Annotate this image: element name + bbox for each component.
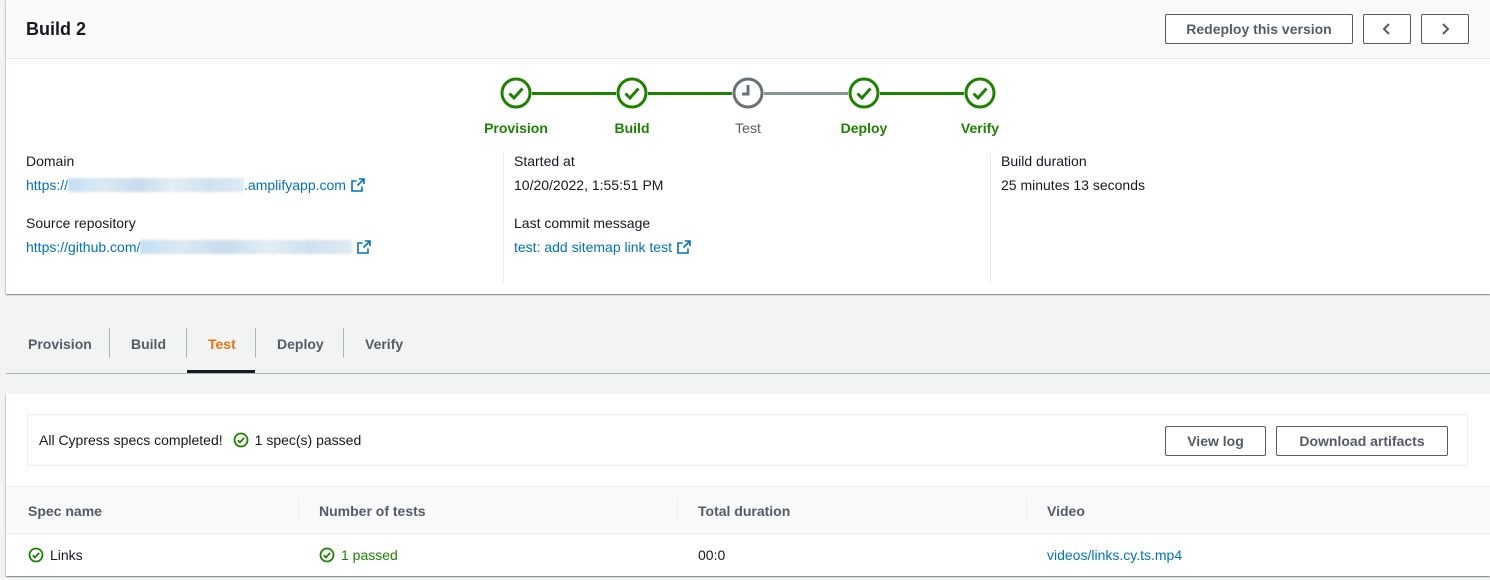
domain-suffix: .amplifyapp.com xyxy=(244,177,346,193)
tab-provision[interactable]: Provision xyxy=(28,336,92,352)
step-label: Deploy xyxy=(840,120,888,136)
step-connector xyxy=(880,92,964,95)
summary-text: All Cypress specs completed! 1 spec(s) p… xyxy=(39,432,361,448)
check-circle-icon xyxy=(848,77,880,109)
step-label: Build xyxy=(614,120,650,136)
test-summary: All Cypress specs completed! 1 spec(s) p… xyxy=(27,414,1468,466)
step-connector xyxy=(648,92,732,95)
duration-label: Build duration xyxy=(1001,153,1087,169)
check-circle-icon xyxy=(616,77,648,109)
commit-label: Last commit message xyxy=(514,215,651,231)
download-artifacts-button[interactable]: Download artifacts xyxy=(1276,426,1448,456)
duration-value: 25 minutes 13 seconds xyxy=(1001,177,1145,193)
tab-separator xyxy=(186,328,187,358)
passed-count: 1 spec(s) passed xyxy=(254,432,362,448)
clock-icon xyxy=(732,77,764,109)
table-row: Links 1 passed 00:0 videos/links.cy.ts.m… xyxy=(6,534,1490,576)
domain-link[interactable]: https:// .amplifyapp.com xyxy=(26,177,496,193)
external-link-icon xyxy=(677,240,691,254)
chevron-left-icon xyxy=(1382,23,1390,35)
cell-video: videos/links.cy.ts.mp4 xyxy=(1047,547,1182,563)
domain-url[interactable]: https:// .amplifyapp.com xyxy=(26,177,346,193)
page-title: Build 2 xyxy=(26,19,87,39)
step-build: Build xyxy=(592,77,672,136)
step-label: Provision xyxy=(484,120,548,136)
check-circle-icon xyxy=(233,432,249,448)
check-circle-icon xyxy=(319,547,335,563)
phase-tabs: Provision Build Test Deploy Verify xyxy=(6,328,1490,374)
commit-message[interactable]: test: add sitemap link test xyxy=(514,239,672,255)
info-column-commit: Started at 10/20/2022, 1:55:51 PM Last c… xyxy=(514,153,984,283)
previous-build-button[interactable] xyxy=(1363,14,1411,44)
view-log-button[interactable]: View log xyxy=(1165,426,1266,456)
step-connector xyxy=(764,92,848,95)
check-circle-icon xyxy=(964,77,996,109)
column-header-spec-name[interactable]: Spec name xyxy=(28,503,102,519)
check-circle-icon xyxy=(28,547,44,563)
tab-separator xyxy=(109,328,110,358)
column-divider xyxy=(677,499,678,523)
step-label: Test xyxy=(735,120,761,136)
pass-status: 1 spec(s) passed xyxy=(233,432,362,448)
step-test: Test xyxy=(708,77,788,136)
step-deploy: Deploy xyxy=(824,77,904,136)
redacted-repo xyxy=(140,240,353,254)
next-build-button[interactable] xyxy=(1421,14,1469,44)
domain-prefix: https:// xyxy=(26,177,69,193)
tab-build[interactable]: Build xyxy=(131,336,166,352)
test-results-card: All Cypress specs completed! 1 spec(s) p… xyxy=(6,394,1490,576)
tab-verify[interactable]: Verify xyxy=(365,336,404,352)
step-label: Verify xyxy=(960,120,1000,136)
column-divider xyxy=(990,153,991,283)
active-tab-indicator xyxy=(187,370,255,373)
external-link-icon xyxy=(357,240,372,254)
video-link[interactable]: videos/links.cy.ts.mp4 xyxy=(1047,547,1183,563)
step-provision: Provision xyxy=(476,77,556,136)
column-divider xyxy=(503,153,504,283)
summary-message: All Cypress specs completed! xyxy=(39,432,223,448)
repo-label: Source repository xyxy=(26,215,136,231)
cell-number-of-tests: 1 passed xyxy=(319,547,398,563)
info-column-duration: Build duration 25 minutes 13 seconds xyxy=(1001,153,1471,283)
cell-total-duration: 00:0 xyxy=(698,547,726,563)
redeploy-button[interactable]: Redeploy this version xyxy=(1165,14,1353,44)
column-header-number-of-tests[interactable]: Number of tests xyxy=(319,503,426,519)
tab-separator xyxy=(343,328,344,358)
chevron-right-icon xyxy=(1442,23,1450,35)
spec-name: Links xyxy=(50,547,83,563)
tab-test[interactable]: Test xyxy=(208,336,236,352)
tests-passed: 1 passed xyxy=(341,547,398,563)
repo-prefix: https://github.com/ xyxy=(26,239,141,255)
repo-link[interactable]: https://github.com/ xyxy=(26,239,496,255)
commit-link[interactable]: test: add sitemap link test xyxy=(514,239,984,255)
build-summary-card: Build 2 Redeploy this version Provision … xyxy=(6,0,1490,294)
repo-url[interactable]: https://github.com/ xyxy=(26,239,353,255)
tab-deploy[interactable]: Deploy xyxy=(277,336,324,352)
column-divider xyxy=(1026,499,1027,523)
started-label: Started at xyxy=(514,153,575,169)
redacted-domain xyxy=(68,178,245,192)
column-header-total-duration[interactable]: Total duration xyxy=(698,503,791,519)
column-divider xyxy=(298,499,299,523)
info-column-source: Domain https:// .amplifyapp.com Source r… xyxy=(26,153,496,283)
tab-separator xyxy=(255,328,256,358)
step-verify: Verify xyxy=(940,77,1020,136)
domain-label: Domain xyxy=(26,153,75,169)
card-header: Build 2 Redeploy this version xyxy=(6,0,1490,59)
started-value: 10/20/2022, 1:55:51 PM xyxy=(514,177,664,193)
build-stepper: Provision Build Test Deploy Verify xyxy=(6,77,1490,137)
external-link-icon xyxy=(351,178,365,192)
column-header-video[interactable]: Video xyxy=(1047,503,1085,519)
step-connector xyxy=(532,92,616,95)
table-header: Spec name Number of tests Total duration… xyxy=(6,486,1490,534)
check-circle-icon xyxy=(500,77,532,109)
cell-spec-name: Links xyxy=(28,547,83,563)
